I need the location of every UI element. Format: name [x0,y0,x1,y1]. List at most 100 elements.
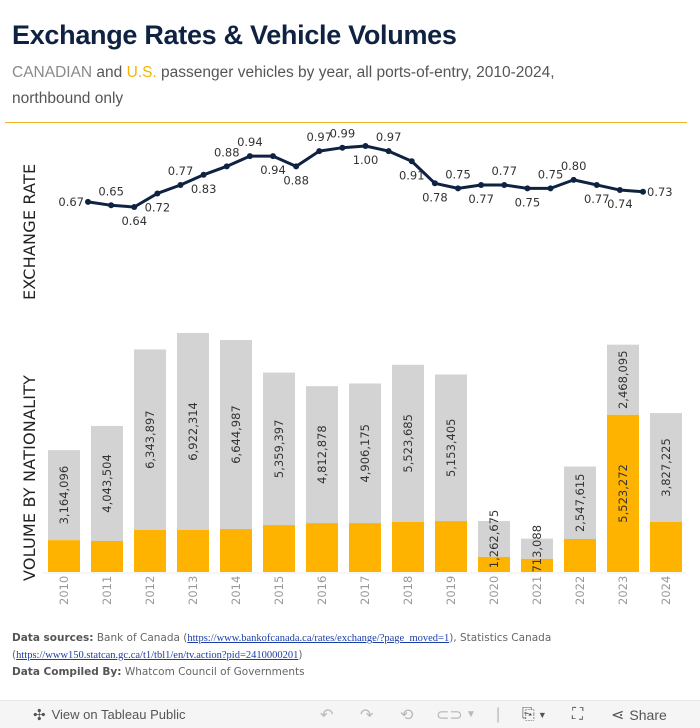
bar-canadian [177,332,209,530]
exchange-rate-point [570,176,577,183]
bar-canadian-label: 6,922,314 [186,402,200,461]
download-button[interactable]: ⎘ ▼ [522,701,547,728]
bar-us [478,556,510,572]
tableau-toolbar: ✣ View on Tableau Public ↶ ↷ ⟲ ⊂⊃ ▼ | ⎘ ▼… [0,700,700,728]
exchange-rate-label: 0.97 [376,130,402,144]
data-sources-line: Data sources: Bank of Canada (https://ww… [12,630,572,647]
statcan-link[interactable]: https://www150.statcan.gc.ca/t1/tbl1/en/… [16,650,299,661]
exchange-rate-label: 0.75 [515,195,541,209]
exchange-rate-point [547,185,554,192]
exchange-rate-label: 0.78 [422,190,448,204]
bar-canadian-label: 2,468,095 [616,350,630,409]
bar-us [435,521,467,572]
share-button[interactable]: ⋖ Share [611,701,667,728]
exchange-rate-label: 0.67 [58,195,84,209]
footer: Data sources: Bank of Canada (https://ww… [12,630,572,681]
bank-of-canada-link[interactable]: https://www.bankofcanada.ca/rates/exchan… [187,633,450,644]
exchange-rate-label: 0.91 [399,168,425,182]
bar-us [48,540,80,572]
bar-canadian [521,538,553,559]
paren-close: ) [298,649,303,661]
bar-us [650,521,682,572]
exchange-rate-point [478,181,485,188]
bar-canadian-label: 5,523,685 [401,414,415,473]
subtitle-and: and [92,64,127,81]
exchange-rate-label: 0.65 [98,184,124,198]
refresh-dropdown[interactable]: ▼ [466,701,476,728]
exchange-rate-label: 0.88 [214,145,240,159]
exchange-rate-label: 1.00 [353,153,379,167]
bar-canadian [607,344,639,415]
bar-canadian-label: 4,812,878 [315,425,329,484]
bar-us [263,525,295,572]
exchange-rate-label: 0.77 [491,164,517,178]
exchange-rate-label: 0.77 [168,164,194,178]
exchange-rate-label: 0.75 [445,167,471,181]
x-tick-label: 2021 [530,576,544,605]
bar-us [134,529,166,572]
bar-us [564,538,596,572]
share-icon: ⋖ [611,706,625,724]
exchange-rate-label: 0.73 [647,185,673,199]
x-tick-label: 2018 [401,576,415,605]
exchange-rate-label: 0.97 [306,130,332,144]
subtitle-canadian: CANADIAN [12,64,93,81]
x-tick-label: 2019 [444,576,458,605]
bar-canadian [435,374,467,522]
x-tick-label: 2012 [143,576,157,605]
chevron-down-icon: ▼ [537,709,547,720]
exchange-rate-point [246,153,253,160]
subtitle-us: U.S. [126,64,157,81]
x-tick-label: 2011 [100,576,114,605]
bar-canadian-label: 3,164,096 [57,466,71,525]
bar-canadian [564,466,596,539]
data-sources-label: Data sources: [12,632,94,644]
bar-us [220,529,252,572]
undo-button[interactable]: ↶ [320,701,333,728]
x-tick-label: 2010 [57,576,71,605]
bar-canadian-label: 6,343,897 [143,410,157,469]
x-tick-label: 2020 [487,576,501,605]
x-tick-label: 2013 [186,576,200,605]
exchange-rate-point [385,148,392,155]
exchange-rate-point [85,198,91,205]
page-title: Exchange Rates & Vehicle Volumes [12,20,457,50]
bar-canadian [48,450,80,541]
exchange-rate-point [455,185,461,192]
bar-canadian-label: 5,153,405 [444,419,458,478]
view-on-tableau-button[interactable]: ✣ View on Tableau Public [33,701,186,728]
fullscreen-icon: ⛶ [572,705,584,723]
exchange-rate-point [431,180,438,187]
exchange-rate-label: 0.80 [561,159,587,173]
exchange-rate-point [200,171,207,178]
refresh-icon: ⊂⊃ [436,706,463,724]
exchange-rate-point [270,153,276,160]
x-tick-label: 2023 [616,576,630,605]
bar-us [607,414,639,572]
bar-canadian [478,520,510,557]
exchange-rate-point [131,204,138,210]
x-tick-label: 2016 [315,576,329,605]
exchange-rate-point [640,188,646,195]
subtitle: CANADIAN and U.S. passenger vehicles by … [12,60,572,112]
exchange-rate-point [362,143,369,149]
exchange-rate-point [524,185,531,192]
bar-us [349,523,381,572]
refresh-button[interactable]: ⊂⊃ [436,701,463,728]
header-divider [5,122,687,123]
bar-canadian [91,425,123,541]
bar-canadian [134,349,166,530]
exchange-rate-point [108,202,115,209]
paren-open: ( [12,649,17,661]
toolbar-separator: | [496,705,501,723]
bar-canadian-label: 4,906,175 [358,424,372,483]
compiled-by-line: Data Compiled By: Whatcom Council of Gov… [12,664,572,681]
redo-button[interactable]: ↷ [360,701,373,728]
tableau-logo-icon: ✣ [33,706,46,724]
fullscreen-button[interactable]: ⛶ [572,701,583,728]
revert-button[interactable]: ⟲ [400,701,413,728]
sources-text-2: ), Statistics Canada [449,632,552,644]
statcan-line: (https://www150.statcan.gc.ca/t1/tbl1/en… [12,647,572,664]
x-tick-label: 2017 [358,576,372,605]
bar-canadian-label: 713,088 [530,525,544,573]
